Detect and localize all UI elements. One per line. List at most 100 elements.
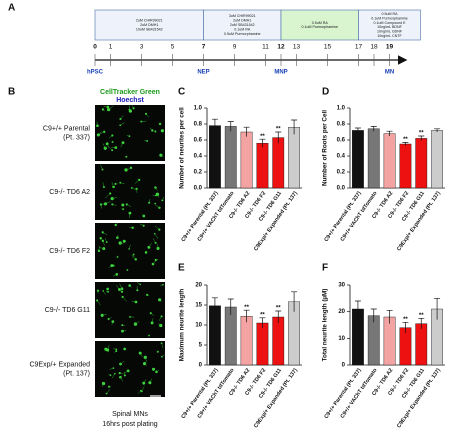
significance: ** — [244, 305, 249, 311]
neurite — [123, 370, 129, 374]
neurite — [139, 223, 144, 226]
box-text: 0.1uM Compound E — [374, 21, 407, 25]
y-axis-label: Number of Roots per Cell — [322, 110, 329, 186]
neurite — [100, 204, 102, 209]
neurite — [117, 234, 119, 238]
day-label: 7 — [202, 44, 206, 51]
row-label: C9-/- TD6 A2 — [49, 189, 90, 196]
panel-label: C — [178, 87, 185, 98]
y-tick-label: 10 — [338, 336, 345, 342]
significance: ** — [403, 137, 408, 143]
neurite — [148, 199, 151, 203]
cell — [132, 253, 135, 256]
cell — [146, 293, 149, 296]
y-tick-label: 15 — [195, 303, 202, 309]
neurite — [111, 321, 114, 326]
error-bar — [227, 121, 234, 132]
significance: ** — [260, 134, 265, 140]
neurite — [155, 204, 160, 208]
panel-label: B — [8, 87, 15, 98]
y-tick-label: 0.4 — [194, 154, 203, 160]
neurite — [102, 232, 108, 236]
neurite — [152, 238, 156, 244]
y-tick-label: 1.0 — [337, 106, 346, 112]
cell — [123, 347, 126, 351]
cell — [148, 334, 150, 337]
neurite — [131, 254, 136, 260]
error-bar — [259, 138, 266, 148]
panel-label: D — [322, 87, 329, 98]
timeline-box — [358, 9, 421, 41]
row-label: C9-/- TD6 G11 — [45, 307, 90, 314]
cell — [114, 146, 118, 150]
error-bar — [402, 321, 409, 333]
cell — [142, 381, 146, 385]
bar — [352, 130, 364, 189]
error-bar — [259, 317, 266, 329]
neurite — [141, 120, 147, 122]
neurite — [111, 373, 116, 379]
neurite — [131, 187, 136, 190]
neurite — [135, 321, 140, 325]
neurite — [102, 143, 106, 149]
y-tick-label: 0.2 — [337, 170, 346, 176]
error-bar — [370, 308, 377, 323]
timeline-box — [94, 9, 204, 41]
neurite — [152, 369, 154, 371]
significance: ** — [403, 317, 408, 323]
error-bar — [291, 119, 298, 135]
box-text: 0.5uM RA — [312, 21, 329, 25]
neurite — [125, 156, 127, 158]
panel-label: F — [322, 263, 328, 274]
neurite — [111, 182, 114, 187]
day-label: 9 — [233, 44, 237, 51]
neurite — [109, 367, 114, 370]
error-bar — [418, 135, 425, 141]
neurite — [113, 348, 117, 350]
neurite — [103, 105, 108, 108]
neurite — [113, 264, 115, 266]
y-tick-label: 0.8 — [337, 122, 346, 128]
neurite — [145, 113, 149, 118]
y-tick-label: 0.0 — [337, 186, 346, 192]
neurite — [105, 201, 111, 204]
box-text: 2uM DMH1 — [233, 19, 251, 23]
bar — [256, 142, 269, 189]
neurite — [112, 197, 117, 199]
neurite — [127, 167, 132, 170]
bar — [367, 315, 380, 366]
cell — [131, 226, 134, 229]
y-tick-label: 0.2 — [194, 170, 203, 176]
neurite — [122, 296, 128, 302]
neurite — [149, 127, 153, 131]
error-bar — [243, 126, 250, 137]
neurite — [144, 363, 148, 366]
day-label: 0 — [93, 44, 97, 51]
neurite — [150, 313, 155, 316]
neurite — [159, 299, 162, 302]
neurite — [121, 208, 124, 210]
row-label: C9Exp/+ Expanded — [29, 361, 90, 368]
cell — [99, 237, 102, 240]
neurite — [102, 314, 107, 316]
neurite — [102, 182, 105, 188]
box-text: 2uM SB431542 — [230, 23, 255, 27]
cell — [122, 208, 125, 211]
neurite — [158, 316, 162, 321]
y-axis-label: Number of neurites per cell — [179, 107, 186, 189]
bar — [209, 125, 221, 189]
neurite — [148, 243, 152, 248]
error-bar — [434, 297, 441, 320]
error-bar — [275, 131, 282, 144]
significance: ** — [276, 306, 281, 312]
cell — [112, 185, 115, 189]
box-text: 2uM CHIR99021 — [136, 19, 163, 23]
error-bar — [211, 118, 218, 132]
day-label: 12 — [277, 44, 285, 51]
bar — [272, 316, 285, 366]
neurite — [131, 105, 134, 109]
neurite — [140, 352, 143, 357]
neurite — [96, 300, 101, 306]
bar — [415, 138, 428, 189]
